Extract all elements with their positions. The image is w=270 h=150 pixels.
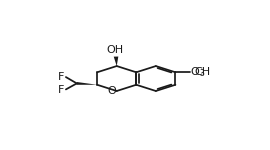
Text: O: O [190,67,199,77]
Text: F: F [58,72,64,82]
Text: 3: 3 [200,69,204,78]
Text: OH: OH [107,45,124,54]
Text: CH: CH [194,67,211,77]
Text: O: O [107,86,116,96]
Polygon shape [114,57,118,66]
Polygon shape [76,82,97,85]
Text: F: F [58,85,64,95]
